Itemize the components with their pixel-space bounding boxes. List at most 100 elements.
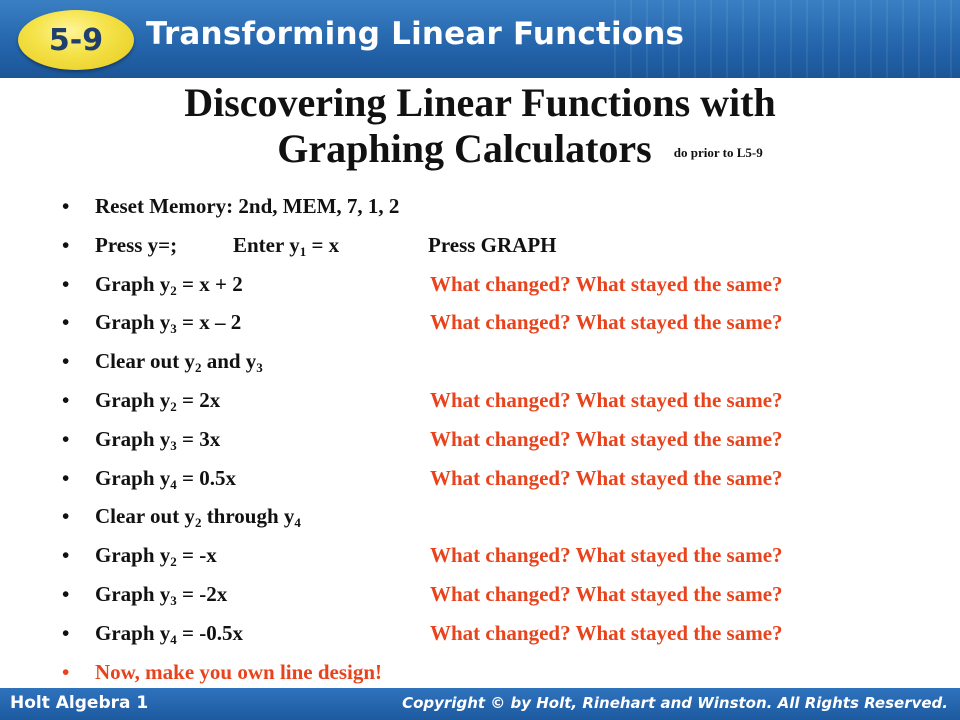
bullet-item: • Graph y3 = -2x What changed? What stayed… — [62, 579, 942, 618]
instruction-text: = x + 2 — [176, 271, 243, 296]
instruction-text: Clear out y — [95, 504, 195, 529]
bullet-item: • Graph y2 = 2x What changed? What stayed … — [62, 385, 942, 424]
instruction-subscript: 3 — [170, 321, 177, 337]
bullet-dot: • — [62, 620, 70, 645]
bullet-instruction: Graph y2 = 2x — [95, 385, 220, 415]
bullet-item: • Clear out y2 through y4 — [62, 501, 942, 540]
instruction-text: Graph y — [95, 426, 171, 451]
lesson-number: 5-9 — [48, 22, 104, 58]
bullet-instruction: Graph y2 = -x — [95, 540, 217, 570]
bullet-instruction: Graph y3 = x – 2 — [95, 307, 241, 337]
header-stripes — [600, 0, 960, 78]
bullet-dot: • — [62, 659, 70, 684]
instruction-text: = -0.5x — [176, 620, 243, 645]
instruction-subscript: 2 — [170, 554, 177, 570]
bullet-graph-step: Press GRAPH — [428, 232, 557, 257]
enter-step-text: = x — [306, 232, 340, 257]
lesson-title: Transforming Linear Functions — [146, 16, 685, 52]
bullet-item: • Now, make you own line design! — [62, 657, 942, 696]
bullet-question: What changed? What stayed the same? — [430, 426, 783, 451]
bullet-item: • Clear out y2 and y3 — [62, 346, 942, 385]
bullet-dot: • — [62, 465, 70, 490]
instruction-text: Graph y — [95, 543, 171, 568]
instruction-text: = -x — [176, 543, 217, 568]
bullet-item: • Graph y3 = 3x What changed? What stayed … — [62, 424, 942, 463]
bullet-item: • Graph y4 = 0.5x What changed? What staye… — [62, 463, 942, 502]
footer-copyright: Copyright © by Holt, Rinehart and Winsto… — [402, 694, 948, 712]
enter-step-text: Enter y — [233, 232, 300, 257]
instruction-text: Graph y — [95, 310, 171, 335]
bullet-instruction: Graph y2 = x + 2 — [95, 269, 243, 299]
instruction-text: = 3x — [176, 426, 221, 451]
slide-title-line2-wrap: Graphing Calculators do prior to L5-9 — [197, 126, 762, 176]
header-bar: 5-9 Transforming Linear Functions — [0, 0, 960, 78]
bullet-instruction: Press y=; — [95, 230, 177, 260]
bullet-question: What changed? What stayed the same? — [430, 581, 783, 606]
bullet-item: • Graph y2 = x + 2 What changed? What stay… — [62, 269, 942, 308]
bullet-instruction: Now, make you own line design! — [95, 657, 382, 687]
bullet-dot: • — [62, 543, 70, 568]
footer-bar: Holt Algebra 1 Copyright © by Holt, Rine… — [0, 688, 960, 720]
bullet-question: What changed? What stayed the same? — [430, 543, 783, 568]
instruction-subscript: 2 — [194, 360, 202, 376]
bullet-item: • Graph y3 = x – 2 What changed? What stay… — [62, 307, 942, 346]
bullet-question: What changed? What stayed the same? — [430, 387, 783, 412]
instruction-text: Graph y — [95, 581, 171, 606]
instruction-text: Press y=; — [95, 232, 178, 257]
instruction-subscript: 4 — [294, 515, 301, 531]
instruction-text: = 0.5x — [176, 465, 236, 490]
enter-step-subscript: 1 — [299, 243, 307, 259]
instruction-subscript: 4 — [170, 631, 177, 647]
bullet-item: • Graph y2 = -x What changed? What stayed … — [62, 540, 942, 579]
bullet-enter-step: Enter y1 = x — [233, 230, 339, 260]
bullet-instruction: Clear out y2 and y3 — [95, 346, 263, 376]
bullet-question: What changed? What stayed the same? — [430, 620, 783, 645]
bullet-instruction: Graph y4 = -0.5x — [95, 618, 243, 648]
instruction-subscript: 3 — [170, 592, 177, 608]
bullet-instruction: Graph y4 = 0.5x — [95, 463, 236, 493]
instruction-subscript: 3 — [256, 360, 263, 376]
instruction-text: Reset Memory: 2nd, MEM, 7, 1, 2 — [95, 194, 400, 218]
instruction-text: = 2x — [176, 387, 221, 412]
instruction-text: Now, make you own line design! — [95, 659, 383, 684]
bullet-dot: • — [62, 349, 70, 374]
bullet-list: • Reset Memory: 2nd, MEM, 7, 1, 2 • Press y… — [62, 191, 942, 695]
instruction-text: Clear out y — [95, 349, 195, 374]
instruction-text: Graph y — [95, 387, 171, 412]
instruction-subscript: 3 — [170, 437, 177, 453]
instruction-text: Graph y — [95, 271, 171, 296]
title-note: do prior to L5-9 — [673, 144, 763, 160]
bullet-dot: • — [62, 194, 70, 218]
instruction-subscript: 2 — [194, 515, 202, 531]
instruction-text: through y — [201, 504, 295, 529]
instruction-text: and y — [201, 349, 257, 374]
instruction-subscript: 4 — [170, 476, 177, 492]
bullet-instruction: Graph y3 = -2x — [95, 579, 227, 609]
bullet-question: What changed? What stayed the same? — [430, 465, 783, 490]
bullet-instruction: Graph y3 = 3x — [95, 424, 220, 454]
bullet-item: • Press y=; Enter y1 = x Press GRAPH — [62, 230, 942, 269]
instruction-subscript: 2 — [170, 282, 177, 298]
slide-title: Discovering Linear Functions with Graphi… — [0, 80, 960, 176]
bullet-dot: • — [62, 581, 70, 606]
bullet-dot: • — [62, 271, 70, 296]
bullet-question: What changed? What stayed the same? — [430, 271, 783, 296]
bullet-item: • Reset Memory: 2nd, MEM, 7, 1, 2 — [62, 191, 942, 230]
slide-title-line1: Discovering Linear Functions with — [184, 80, 776, 125]
footer-book-title: Holt Algebra 1 — [10, 693, 149, 713]
bullet-dot: • — [62, 504, 70, 529]
bullet-item: • Graph y4 = -0.5x What changed? What stay… — [62, 618, 942, 657]
slide-title-line2: Graphing Calculators — [277, 126, 652, 171]
bullet-instruction: Reset Memory: 2nd, MEM, 7, 1, 2 — [95, 191, 399, 221]
lesson-badge: 5-9 — [18, 10, 134, 70]
bullet-instruction: Clear out y2 through y4 — [95, 501, 301, 531]
instruction-subscript: 2 — [170, 398, 177, 414]
bullet-dot: • — [62, 387, 70, 412]
bullet-dot: • — [62, 426, 70, 451]
bullet-question: What changed? What stayed the same? — [430, 310, 783, 335]
instruction-text: Graph y — [95, 465, 171, 490]
bullet-dot: • — [62, 310, 70, 335]
instruction-text: Graph y — [95, 620, 171, 645]
instruction-text: = x – 2 — [176, 310, 242, 335]
instruction-text: = -2x — [176, 581, 228, 606]
